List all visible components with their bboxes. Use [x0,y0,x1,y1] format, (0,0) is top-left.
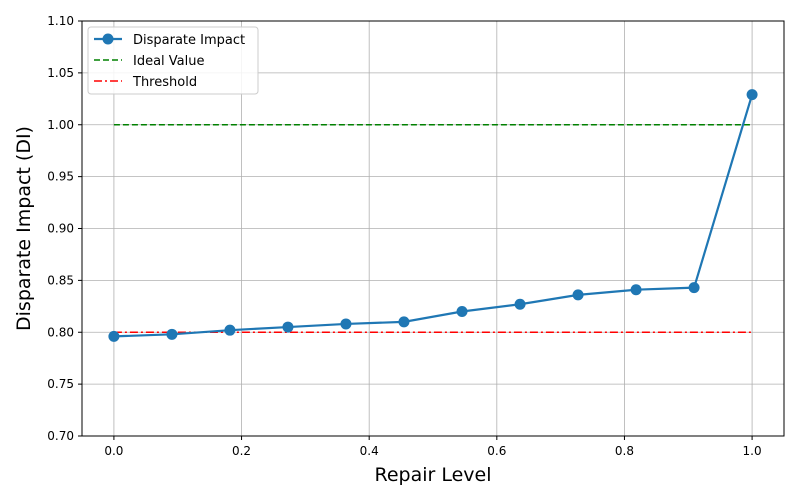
data-point [166,328,178,340]
data-point [224,324,236,336]
data-point [456,306,468,317]
data-point [688,282,700,294]
series-layer [108,89,758,342]
x-axis-label: Repair Level [374,464,491,486]
axis-ticks: 0.0 0.2 0.4 0.6 0.8 1.0 0.70 0.75 0.80 0.85 0.90 0.… [47,14,761,458]
legend-marker [102,33,114,45]
legend: Disparate Impact Ideal Value Threshold [87,26,259,95]
data-point [746,89,758,101]
y-tick-label: 1.05 [47,66,74,80]
y-tick-label: 1.00 [47,118,74,132]
data-point [630,284,642,296]
data-point [108,330,120,342]
data-point [282,321,294,333]
y-tick-label: 0.90 [47,222,74,236]
legend-label: Threshold [132,75,197,90]
legend-box [87,26,259,95]
data-point [572,289,584,301]
series-line-disparate-impact [113,94,754,338]
x-tick-label: 0.2 [232,444,251,458]
x-tick-label: 0.0 [104,444,123,458]
data-point [398,316,410,328]
x-tick-label: 0.6 [487,444,506,458]
y-tick-label: 0.75 [47,377,74,391]
y-tick-label: 0.70 [47,429,74,443]
y-tick-label: 0.95 [47,170,74,184]
x-tick-label: 0.4 [360,444,379,458]
x-tick-label: 0.8 [615,444,634,458]
y-tick-label: 0.85 [47,273,74,287]
y-tick-label: 0.80 [47,325,74,339]
legend-label: Ideal Value [133,54,205,69]
y-axis-label: Disparate Impact (DI) [13,126,35,331]
data-point [340,318,352,330]
legend-label: Disparate Impact [133,33,245,48]
y-tick-label: 1.10 [47,14,74,28]
x-tick-label: 1.0 [743,444,762,458]
data-point [514,298,526,310]
